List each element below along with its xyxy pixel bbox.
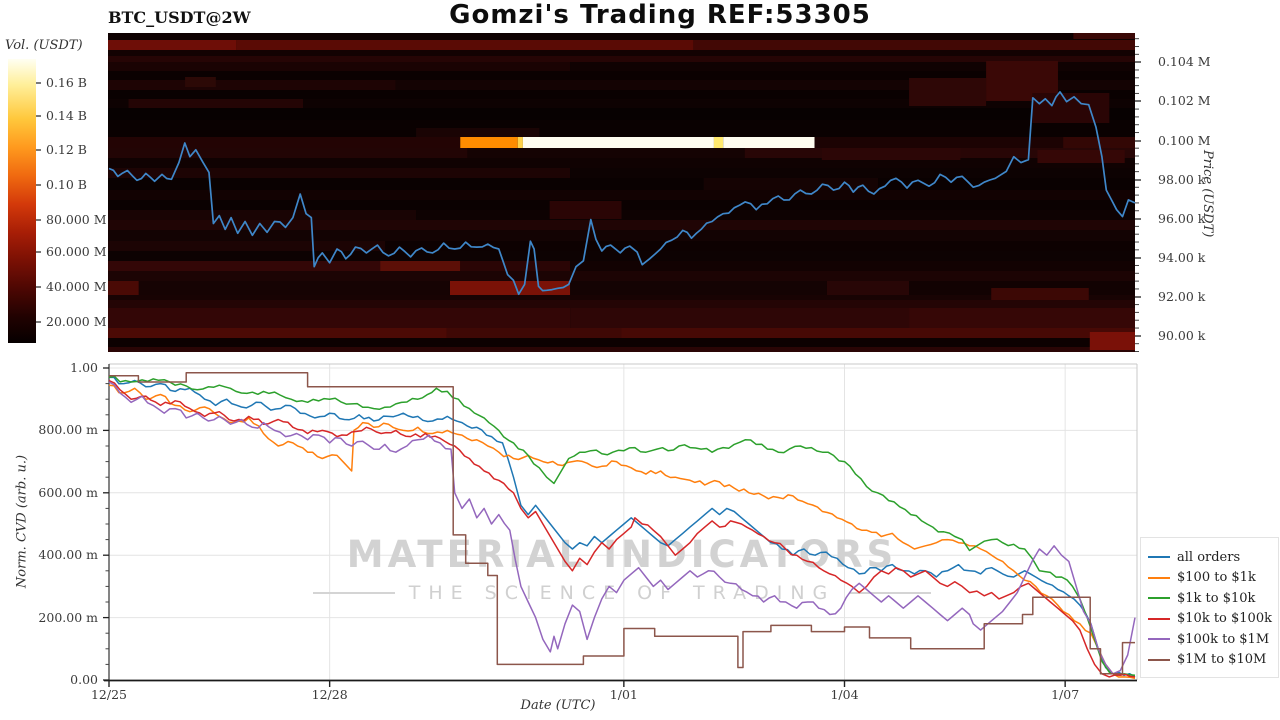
legend-label: $100 to $1k <box>1177 570 1256 586</box>
legend-line-icon <box>1148 597 1170 600</box>
cvd-tick-label: 1.00 <box>70 360 98 375</box>
colorbar-tick-label: 80.000 M <box>46 212 107 227</box>
price-tick-label: 94.00 k <box>1158 250 1206 265</box>
legend-entry-3: $10k to $100k <box>1148 609 1278 630</box>
watermark-dash-right <box>849 592 932 594</box>
x-tick-label: 1/01 <box>609 687 638 702</box>
page-title: Gomzi's Trading REF:53305 <box>449 0 871 30</box>
x-tick-label: 12/28 <box>311 687 348 702</box>
legend-label: $1k to $10k <box>1177 590 1256 606</box>
price-line <box>108 91 1136 296</box>
price-tick-label: 0.104 M <box>1158 54 1211 69</box>
legend: all orders $100 to $1k $1k to $10k $10k to … <box>1140 537 1279 678</box>
cvd-tick-label: 800.00 m <box>38 422 98 438</box>
legend-entry-4: $100k to $1M <box>1148 629 1278 650</box>
price-tick-label: 98.00 k <box>1158 172 1206 187</box>
legend-label: $100k to $1M <box>1177 631 1270 647</box>
legend-line-icon <box>1148 576 1170 579</box>
colorbar-tick-label: 0.12 B <box>46 142 87 157</box>
colorbar-title: Vol. (USDT) <box>5 38 83 53</box>
cvd-tick-label: 0.00 <box>70 672 98 687</box>
legend-label: $1M to $10M <box>1177 652 1267 668</box>
price-tick-label: 0.100 M <box>1158 133 1211 148</box>
colorbar-tick-label: 0.16 B <box>46 75 87 90</box>
cvd-tick-label: 600.00 m <box>38 484 98 500</box>
x-tick-label: 1/07 <box>1051 687 1080 702</box>
legend-label: $10k to $100k <box>1177 611 1272 627</box>
colorbar-tick-label: 40.000 M <box>46 279 107 294</box>
legend-label: all orders <box>1177 549 1241 565</box>
volume-colorbar <box>8 59 36 343</box>
watermark: MATERIAL INDICATORS THE SCIENCE OF TRADI… <box>0 405 1244 604</box>
watermark-subtext: THE SCIENCE OF TRADING <box>408 582 836 604</box>
legend-line-icon <box>1148 658 1170 661</box>
legend-entry-2: $1k to $10k <box>1148 588 1278 609</box>
watermark-text: MATERIAL INDICATORS <box>346 533 898 576</box>
colorbar-tick-label: 0.14 B <box>46 108 87 123</box>
legend-entry-5: $1M to $10M <box>1148 650 1278 671</box>
legend-line-icon <box>1148 556 1170 559</box>
legend-entry-1: $100 to $1k <box>1148 568 1278 589</box>
legend-line-icon <box>1148 638 1170 641</box>
price-axis-title: Price (USDT) <box>1200 150 1215 238</box>
cvd-axis-title: Norm. CVD (arb. u.) <box>14 454 30 589</box>
date-axis-title: Date (UTC) <box>520 698 596 713</box>
price-tick-label: 92.00 k <box>1158 289 1206 304</box>
colorbar-tick-label: 0.10 B <box>46 177 87 192</box>
x-tick-label: 1/04 <box>830 687 859 702</box>
colorbar-tick-label: 20.000 M <box>46 314 107 329</box>
price-tick-label: 90.00 k <box>1158 328 1206 343</box>
cvd-tick-label: 200.00 m <box>38 609 98 625</box>
price-tick-label: 0.102 M <box>1158 93 1211 108</box>
legend-entry-0: all orders <box>1148 547 1278 568</box>
cvd-tick-label: 400.00 m <box>38 547 98 563</box>
symbol-label: BTC_USDT@2W <box>108 8 251 27</box>
legend-line-icon <box>1148 617 1170 620</box>
colorbar-tick-label: 60.000 M <box>46 244 107 259</box>
price-tick-label: 96.00 k <box>1158 211 1206 226</box>
watermark-dash-left <box>312 592 395 594</box>
x-tick-label: 12/25 <box>90 687 128 702</box>
